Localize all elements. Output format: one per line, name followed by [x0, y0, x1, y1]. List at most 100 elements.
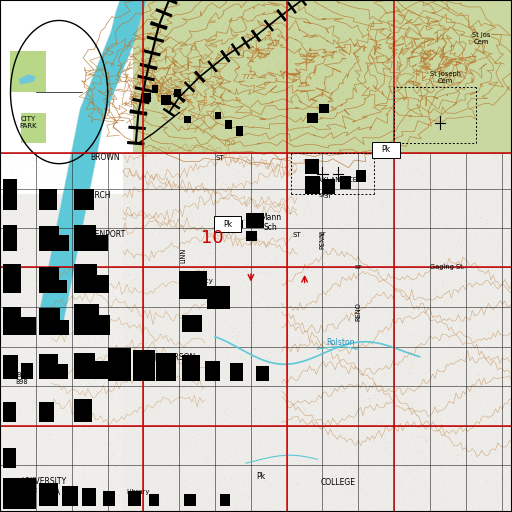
Point — [135, 460, 143, 468]
Point — [426, 454, 434, 462]
Point — [336, 441, 345, 449]
Point — [236, 114, 244, 122]
Point — [351, 60, 359, 69]
Point — [72, 449, 80, 457]
Point — [180, 436, 188, 444]
Point — [122, 109, 130, 117]
Point — [266, 67, 274, 75]
Point — [456, 278, 464, 286]
Point — [325, 84, 333, 92]
Point — [134, 238, 142, 246]
Point — [347, 85, 355, 93]
Point — [92, 387, 100, 395]
Point — [190, 8, 199, 16]
Point — [191, 301, 199, 309]
Point — [120, 19, 129, 28]
Point — [177, 32, 185, 40]
Point — [151, 360, 159, 368]
Point — [22, 454, 30, 462]
Point — [239, 276, 247, 285]
Point — [258, 132, 266, 140]
Point — [460, 316, 468, 325]
Point — [338, 388, 346, 396]
Point — [453, 456, 461, 464]
Point — [351, 26, 359, 34]
Point — [298, 6, 306, 14]
Point — [497, 490, 505, 498]
Point — [251, 75, 260, 83]
Point — [173, 88, 181, 96]
Point — [75, 490, 83, 499]
Point — [252, 34, 260, 42]
Point — [258, 124, 266, 133]
Point — [308, 139, 316, 147]
Point — [212, 57, 220, 65]
Point — [372, 359, 380, 368]
Point — [273, 46, 282, 54]
Point — [398, 481, 407, 489]
Point — [12, 234, 20, 243]
Point — [187, 184, 195, 193]
Point — [410, 333, 418, 342]
Point — [177, 86, 185, 94]
Point — [222, 28, 230, 36]
Point — [180, 94, 188, 102]
Point — [106, 390, 114, 398]
Point — [478, 295, 486, 303]
Point — [115, 492, 123, 500]
Point — [407, 501, 415, 509]
Point — [191, 500, 199, 508]
Point — [312, 243, 320, 251]
Point — [257, 62, 265, 70]
Point — [180, 12, 188, 20]
Point — [403, 440, 411, 448]
Point — [174, 447, 182, 456]
Point — [415, 217, 423, 225]
Point — [309, 360, 317, 368]
Point — [368, 231, 376, 239]
Point — [182, 38, 190, 46]
Point — [422, 496, 431, 504]
Point — [311, 145, 319, 154]
Point — [86, 424, 94, 432]
Point — [456, 499, 464, 507]
Point — [425, 442, 433, 450]
Point — [269, 30, 277, 38]
Point — [113, 432, 121, 440]
Point — [311, 292, 319, 300]
Point — [192, 135, 200, 143]
Point — [441, 232, 450, 240]
Point — [260, 2, 268, 10]
Point — [402, 178, 411, 186]
Point — [251, 54, 259, 62]
Point — [292, 77, 300, 85]
Point — [231, 143, 239, 152]
Point — [177, 55, 185, 63]
Point — [178, 81, 186, 90]
Point — [232, 117, 240, 125]
Point — [75, 329, 83, 337]
Point — [99, 333, 108, 342]
Point — [258, 388, 266, 396]
Point — [242, 128, 250, 136]
Bar — [3, 401, 15, 422]
Point — [237, 96, 245, 104]
Point — [495, 414, 503, 422]
Point — [492, 295, 500, 303]
Point — [263, 268, 271, 276]
Point — [8, 341, 16, 349]
Point — [62, 484, 70, 492]
Point — [314, 44, 323, 52]
Point — [129, 394, 137, 402]
Point — [388, 335, 396, 343]
Point — [329, 204, 337, 212]
Point — [176, 155, 184, 163]
Point — [180, 440, 188, 449]
Point — [280, 117, 288, 125]
Bar — [246, 231, 257, 242]
Point — [204, 20, 212, 28]
Point — [240, 354, 248, 362]
Point — [132, 298, 140, 307]
Point — [236, 68, 244, 76]
Point — [127, 115, 136, 123]
